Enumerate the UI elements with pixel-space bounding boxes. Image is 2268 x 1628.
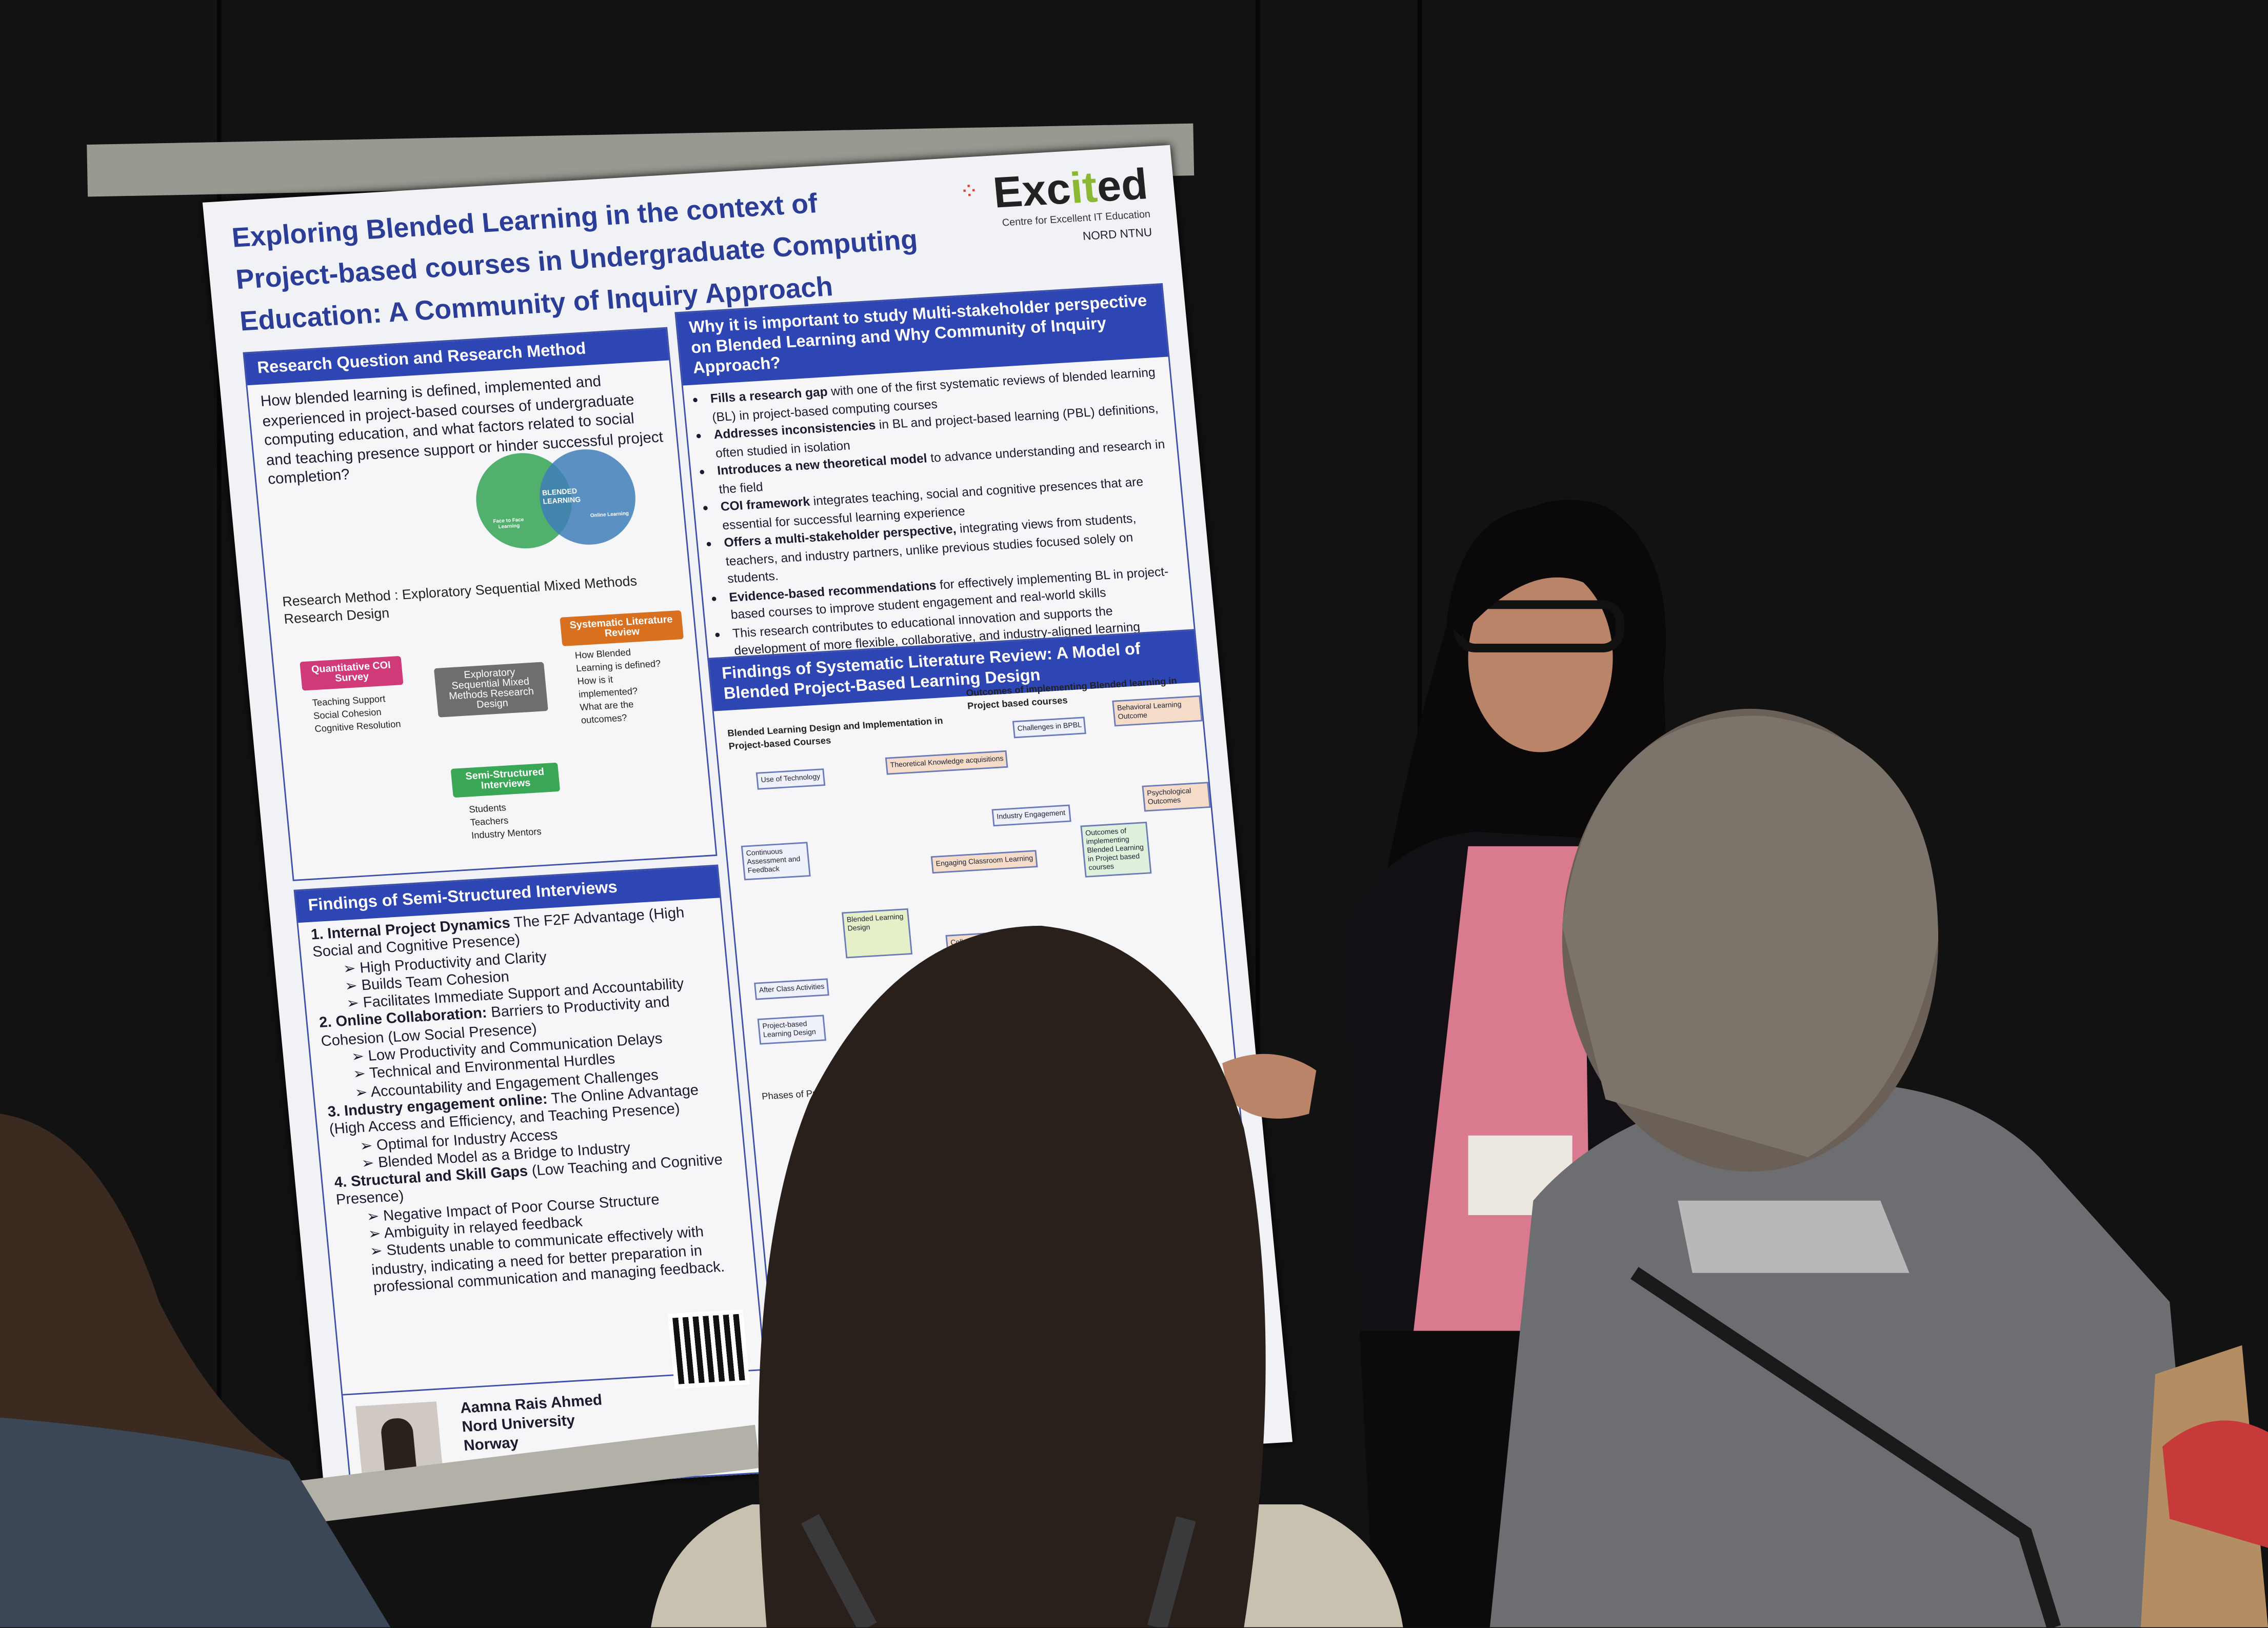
visitor-left-edge: [0, 1114, 391, 1627]
snack-wrapper: [2162, 1420, 2268, 1548]
visitor-gray-hair: [1489, 708, 2199, 1627]
wall-panel-seam: [1255, 0, 1260, 1627]
wall-panel-seam: [217, 0, 222, 1627]
visitor-dark-hair: [651, 925, 1403, 1627]
